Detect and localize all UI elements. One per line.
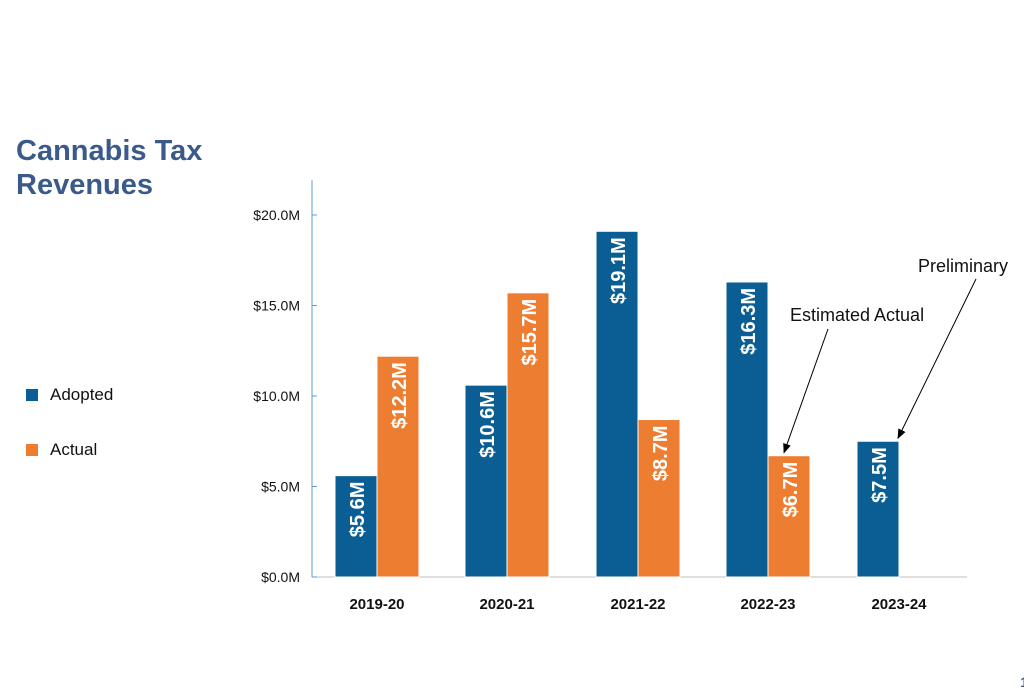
bar-actual: [506, 292, 550, 578]
x-tick-label: 2021-22: [610, 596, 665, 613]
data-label: $10.6M: [477, 391, 499, 458]
legend-swatch-adopted: [26, 389, 38, 401]
legend-label: Actual: [50, 440, 98, 459]
bar-actual: [767, 455, 811, 578]
x-tick-label: 2019-20: [349, 596, 404, 613]
x-tick-label: 2022-23: [740, 596, 795, 613]
y-tick-label: $10.0M: [253, 388, 300, 404]
data-label: $12.2M: [389, 362, 411, 429]
bar-adopted: [595, 230, 639, 578]
annotation-label: Preliminary: [918, 256, 1008, 276]
y-tick-label: $0.0M: [261, 569, 300, 585]
data-label: $6.7M: [780, 462, 802, 518]
bar-adopted: [725, 281, 769, 578]
data-label: $15.7M: [519, 299, 541, 366]
y-tick-label: $15.0M: [253, 298, 300, 314]
bar-adopted: [464, 384, 508, 578]
bar-actual: [637, 419, 681, 578]
legend-item-adopted: Adopted: [26, 385, 113, 405]
annotation-label: Estimated Actual: [790, 305, 924, 325]
bar-actual: [376, 355, 420, 578]
page-number: 1: [1020, 674, 1024, 690]
legend-item-actual: Actual: [26, 440, 97, 460]
y-tick-label: $20.0M: [253, 207, 300, 223]
x-tick-label: 2023-24: [871, 596, 927, 613]
bar-adopted: [856, 440, 900, 578]
chart-title: Cannabis Tax Revenues: [16, 135, 203, 201]
y-tick-label: $5.0M: [261, 479, 300, 495]
x-tick-label: 2020-21: [479, 596, 534, 613]
annotation-arrow: [783, 328, 829, 454]
data-label: $8.7M: [650, 426, 672, 482]
annotation-arrow: [897, 278, 977, 440]
data-label: $19.1M: [608, 237, 630, 304]
data-label: $7.5M: [869, 447, 891, 503]
bar-adopted: [334, 475, 378, 578]
legend-swatch-actual: [26, 444, 38, 456]
data-label: $5.6M: [347, 482, 369, 538]
legend-label: Adopted: [50, 385, 114, 404]
data-label: $16.3M: [738, 288, 760, 355]
